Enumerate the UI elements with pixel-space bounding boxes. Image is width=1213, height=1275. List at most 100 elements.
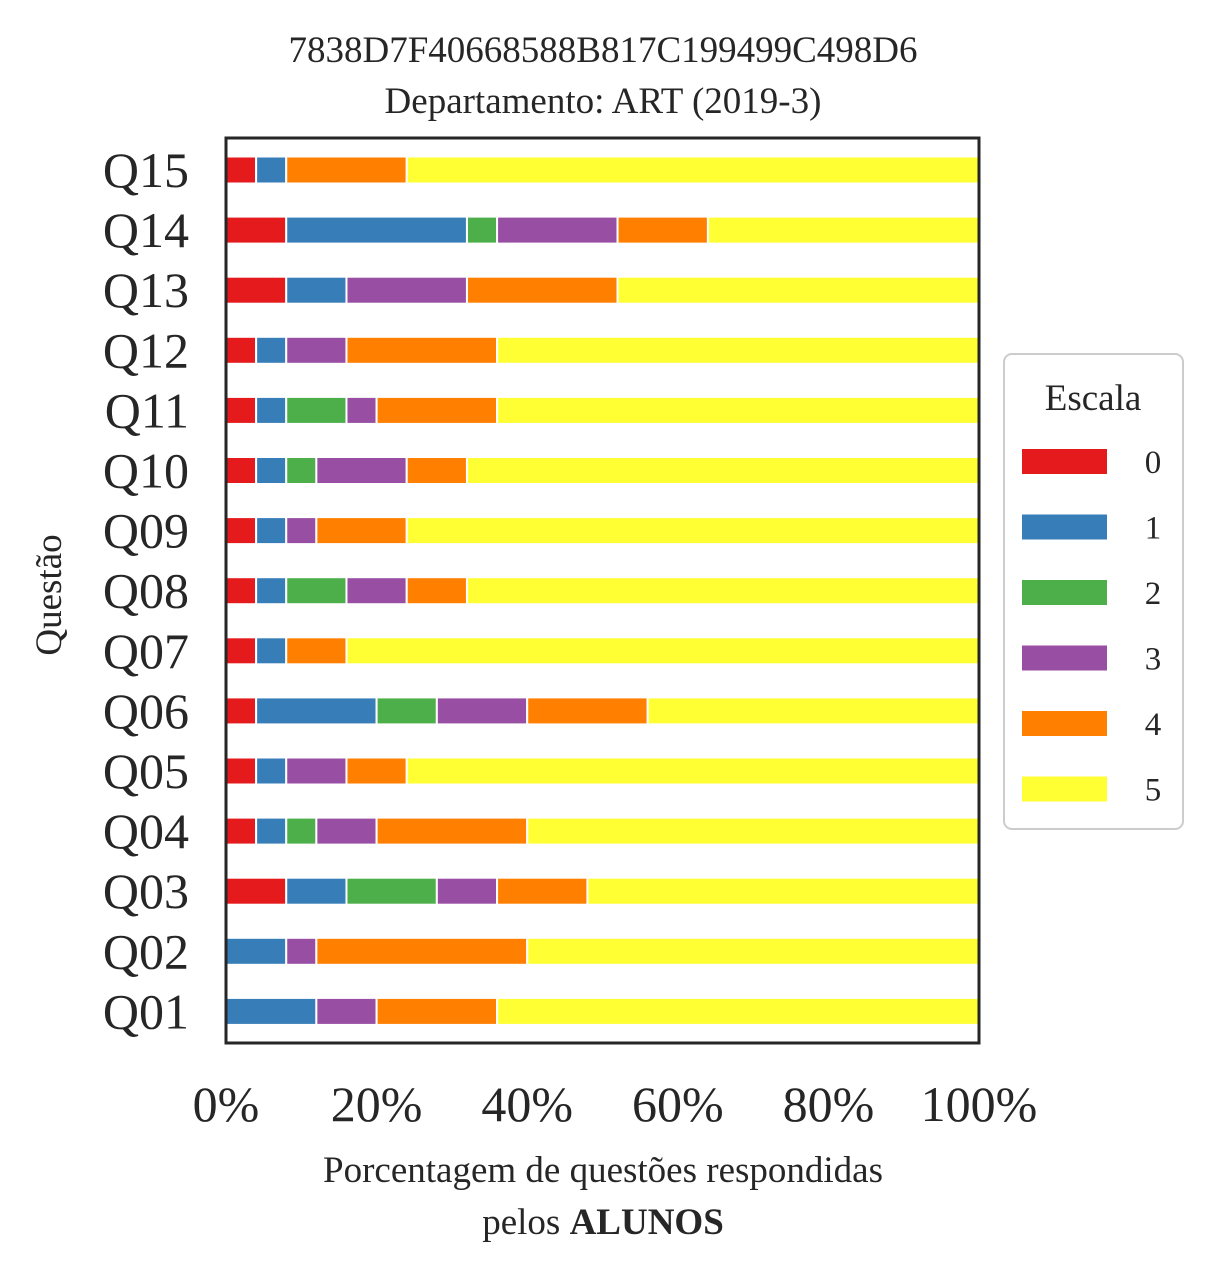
legend-swatch-3 [1022,645,1107,671]
bar-segment-q04-scale-5 [526,816,980,846]
bar-segment-q07-scale-1 [255,636,288,666]
legend-swatch-2 [1022,580,1107,605]
y-tick-label: Q08 [103,563,189,619]
legend-label-3: 3 [1145,642,1162,678]
bar-segment-q14-scale-5 [706,215,980,245]
plot-frame [224,136,981,1045]
bar-segment-q06-scale-2 [375,696,438,726]
bar-segment-q09-scale-4 [315,516,408,546]
bar-segment-q13-scale-0 [225,275,288,305]
bar-segment-q13-scale-4 [465,275,619,305]
bar-segment-q11-scale-3 [345,395,378,425]
y-tick-label: Q14 [103,202,189,258]
bar-segment-q06-scale-4 [526,696,649,726]
x-tick-labels: 0% 20% 40% 60% 80% 100% [193,1076,1038,1132]
bar-segment-q07-scale-0 [225,636,258,666]
bar-segment-q01-scale-4 [375,996,499,1026]
bar-segment-q04-scale-1 [255,816,288,846]
x-tick-label: 80% [783,1076,875,1132]
legend-title: Escala [1045,378,1142,419]
bar-segment-q04-scale-3 [315,816,378,846]
bar-segment-q06-scale-1 [255,696,378,726]
bar-segment-q10-scale-3 [315,456,408,485]
y-tick-label: Q02 [103,923,189,979]
bar-segment-q10-scale-5 [465,456,980,485]
bar-segment-q04-scale-0 [225,816,258,846]
bar-segment-q03-scale-1 [285,876,348,906]
bar-segment-q09-scale-3 [285,516,318,546]
bar-segment-q01-scale-5 [496,996,980,1026]
bar-segment-q05-scale-1 [255,756,288,786]
x-tick-label: 40% [481,1076,573,1132]
bar-segment-q07-scale-5 [345,636,981,666]
bar-segment-q11-scale-5 [496,395,980,425]
bar-segment-q05-scale-4 [345,756,408,786]
bar-segment-q02-scale-4 [315,936,529,966]
legend-label-1: 1 [1145,511,1162,547]
legend-swatch-0 [1022,449,1107,474]
bar-segment-q09-scale-1 [255,516,288,546]
bar-segment-q08-scale-3 [345,576,408,606]
bar-segment-q01-scale-3 [315,996,378,1026]
bar-segment-q03-scale-4 [496,876,589,906]
bar-segment-q10-scale-4 [405,456,468,485]
bar-segment-q09-scale-5 [405,516,981,546]
x-axis-label-line2: pelos ALUNOS [482,1202,724,1243]
y-tick-label: Q12 [103,322,189,378]
bar-segment-q05-scale-0 [225,756,258,786]
y-tick-labels: Q15Q14Q13Q12Q11Q10Q09Q08Q07Q06Q05Q04Q03Q… [103,142,189,1039]
x-tick-label: 60% [632,1076,724,1132]
y-tick-label: Q15 [103,142,189,198]
y-tick-label: Q10 [103,443,189,499]
bar-segment-q06-scale-0 [225,696,258,726]
bar-segment-q03-scale-3 [435,876,499,906]
bar-segment-q02-scale-1 [225,936,288,966]
x-axis-label-line1: Porcentagem de questões respondidas [323,1150,883,1191]
bar-segment-q15-scale-5 [405,155,981,185]
bar-segment-q08-scale-0 [225,576,258,606]
bar-segment-q02-scale-3 [285,936,318,966]
y-axis-label: Questão [29,534,70,655]
bar-segment-q14-scale-0 [225,215,288,245]
bar-segment-q11-scale-0 [225,395,258,425]
bar-segment-q03-scale-2 [345,876,438,906]
bar-segment-q14-scale-4 [616,215,709,245]
x-axis-label-prefix: pelos [482,1202,569,1243]
y-tick-label: Q13 [103,262,189,318]
bar-segment-q11-scale-2 [285,395,348,425]
x-tick-label: 100% [921,1076,1038,1132]
legend-label-0: 0 [1145,445,1162,481]
bar-segment-q08-scale-4 [405,576,468,606]
y-tick-label: Q04 [103,803,189,859]
bar-segment-q15-scale-4 [285,155,408,185]
bar-segment-q08-scale-5 [465,576,980,606]
bar-segment-q13-scale-3 [345,275,468,305]
bar-segment-q05-scale-3 [285,756,348,786]
bar-segment-q14-scale-2 [465,215,499,245]
y-tick-label: Q09 [103,503,189,559]
bars-group [225,155,981,1026]
legend: Escala 0 1 2 3 4 5 [1003,353,1184,830]
bar-segment-q14-scale-1 [285,215,468,245]
legend-label-5: 5 [1145,773,1162,809]
bar-segment-q03-scale-5 [586,876,980,906]
bar-segment-q09-scale-0 [225,516,258,546]
bar-segment-q14-scale-3 [496,215,619,245]
bar-segment-q04-scale-2 [285,816,318,846]
x-tick-label: 0% [193,1076,260,1132]
y-tick-label: Q01 [103,983,189,1039]
bar-segment-q02-scale-5 [526,936,980,966]
bar-segment-q12-scale-1 [255,335,288,365]
y-tick-label: Q06 [103,683,189,739]
bar-segment-q10-scale-2 [285,456,318,485]
y-tick-label: Q03 [103,863,189,919]
bar-segment-q05-scale-5 [405,756,981,786]
y-tick-label: Q11 [105,382,189,438]
bar-segment-q10-scale-1 [255,456,288,485]
legend-label-4: 4 [1145,707,1162,743]
legend-swatch-5 [1022,776,1107,802]
y-tick-label: Q07 [103,623,189,679]
legend-items: 0 1 2 3 4 5 [1022,445,1161,809]
bar-segment-q01-scale-1 [225,996,318,1026]
